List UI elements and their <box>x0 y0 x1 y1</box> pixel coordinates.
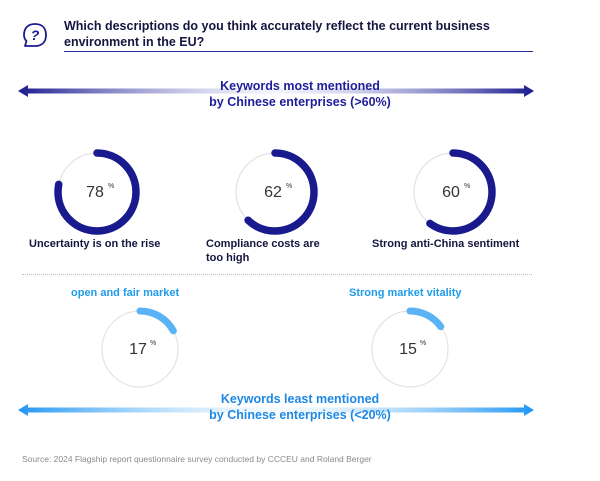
donut-unit: % <box>108 183 114 190</box>
donut-value: 62 <box>264 184 282 201</box>
label-compliance-line2: too high <box>206 252 250 264</box>
donut-arc <box>54 149 140 235</box>
donut-unit: % <box>150 340 156 347</box>
section-divider <box>22 274 532 275</box>
donut-unit: % <box>464 183 470 190</box>
label-open-fair-market: open and fair market <box>71 287 180 299</box>
donut-open-fair-market: 17 % <box>98 307 182 391</box>
donut-uncertainty: 78 % <box>54 149 140 235</box>
top-band-title-line1: Keywords most mentioned <box>220 79 380 93</box>
bottom-band-title-line2: by Chinese enterprises (<20%) <box>209 408 391 422</box>
label-anti-china: Strong anti-China sentiment <box>372 238 520 250</box>
label-uncertainty: Uncertainty is on the rise <box>29 238 161 250</box>
label-compliance-line1: Compliance costs are <box>206 238 320 250</box>
top-band-title-line2: by Chinese enterprises (>60%) <box>209 95 391 109</box>
donut-value: 78 <box>86 184 104 201</box>
donut-unit: % <box>420 340 426 347</box>
label-compliance: Compliance costs are too high <box>206 237 320 265</box>
source-note: Source: 2024 Flagship report questionnai… <box>22 454 372 464</box>
bottom-band-title: Keywords least mentioned by Chinese ente… <box>150 391 450 423</box>
donut-value: 60 <box>442 184 460 201</box>
title-divider <box>64 51 533 52</box>
label-market-vitality: Strong market vitality <box>349 287 462 299</box>
svg-text:?: ? <box>31 27 40 43</box>
donut-value: 17 <box>129 341 147 358</box>
bottom-band-title-line1: Keywords least mentioned <box>220 392 380 406</box>
bottom-band-arrow <box>18 404 534 416</box>
top-band-title: Keywords most mentioned by Chinese enter… <box>150 78 450 110</box>
question-icon: ? <box>23 23 47 47</box>
donut-arc <box>410 149 496 235</box>
donut-market-vitality: 15 % <box>368 307 452 391</box>
donut-arc <box>232 149 318 235</box>
donut-unit: % <box>286 183 292 190</box>
donut-anti-china: 60 % <box>410 149 496 235</box>
donut-value: 15 <box>399 341 417 358</box>
top-band-arrow <box>18 85 534 97</box>
page-question: Which descriptions do you think accurate… <box>64 19 490 49</box>
donut-compliance: 62 % <box>232 149 318 235</box>
donut-arc <box>98 307 182 391</box>
donut-arc <box>368 307 452 391</box>
